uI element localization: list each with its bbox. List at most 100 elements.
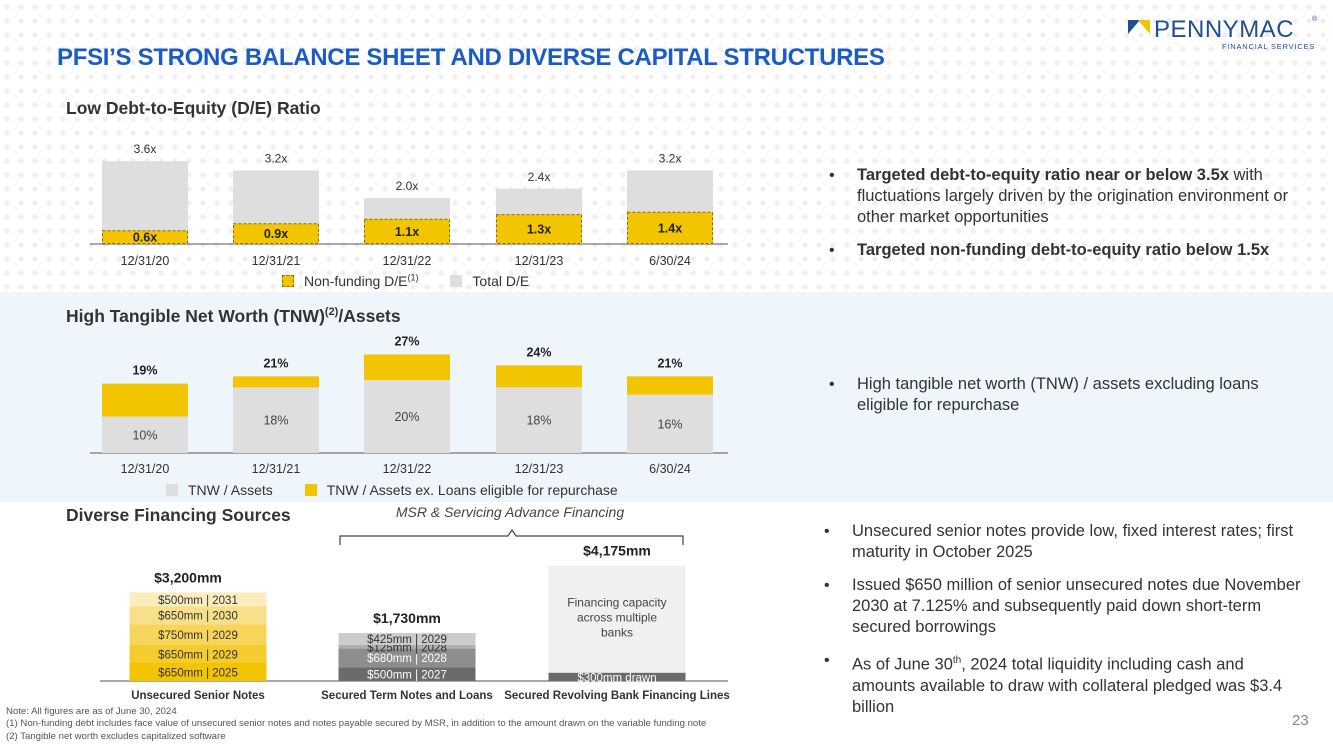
financing-segment	[548, 565, 686, 673]
financing-total-label: $1,730mm	[373, 610, 441, 626]
footnotes: Note: All figures are as of June 30, 202…	[6, 706, 706, 743]
financing-segment	[129, 662, 267, 681]
company-logo: PENNYMAC ® FINANCIAL SERVICES	[1128, 16, 1318, 56]
tnw-category-label: 12/31/20	[121, 462, 170, 476]
tnw-title-tail: /Assets	[338, 306, 401, 326]
legend-label-total: Total D/E	[472, 272, 530, 289]
fin-bullet: As of June 30th, 2024 total liquidity in…	[824, 650, 1304, 718]
legend-label-tnw: TNW / Assets	[188, 482, 273, 498]
financing-segment-label: $500mm | 2031	[158, 595, 238, 607]
total-de-label: 2.4x	[528, 170, 551, 184]
financing-segment	[548, 672, 686, 681]
nonfunding-de-bar	[627, 211, 713, 245]
msr-bracket-label: MSR & Servicing Advance Financing	[395, 504, 625, 520]
de-bullets: Targeted debt-to-equity ratio near or be…	[829, 165, 1329, 273]
nonfunding-de-bar	[233, 223, 319, 245]
legend-swatch-total	[450, 274, 463, 287]
total-de-label: 3.2x	[265, 151, 288, 165]
tnw-title-footnote: (2)	[324, 306, 339, 319]
de-category-label: 12/31/20	[121, 254, 170, 268]
de-ratio-chart: 3.6x 0.6x 12/31/20 3.2x 0.9x 12/31/21 2.0x 1.1x…	[90, 142, 728, 268]
tnw-ex-label: 19%	[132, 364, 157, 378]
financing-segment	[129, 624, 267, 645]
financing-total-label: $4,175mm	[583, 542, 651, 558]
legend-label-tnw-ex: TNW / Assets ex. Loans eligible for repu…	[326, 482, 618, 498]
bullet-emphasis: Targeted debt-to-equity ratio near or be…	[857, 166, 1229, 184]
financing-segment	[129, 644, 267, 663]
page-title: PFSI’S STRONG BALANCE SHEET AND DIVERSE …	[57, 44, 885, 71]
legend-item-total: Total D/E	[450, 273, 529, 289]
tnw-legend: TNW / Assets TNW / Assets ex. Loans elig…	[166, 482, 646, 498]
tnw-bar	[233, 387, 319, 453]
financing-segment-label: $425mm | 2029	[367, 634, 447, 646]
footnote-1: (1) Non-funding debt includes face value…	[6, 718, 707, 730]
logo-subtitle: FINANCIAL SERVICES	[1222, 42, 1316, 51]
total-de-label: 2.0x	[396, 179, 419, 193]
tnw-category-label: 12/31/21	[252, 462, 301, 476]
financing-segment-label: Financing capacity	[567, 595, 666, 609]
financing-segment	[338, 644, 476, 649]
financing-segment	[338, 633, 476, 645]
msr-bracket	[339, 528, 684, 545]
tnw-label: 10%	[132, 428, 157, 442]
nonfunding-de-bar	[496, 214, 582, 245]
tnw-ex-label: 21%	[263, 356, 288, 370]
legend-swatch-tnw-ex	[304, 484, 317, 496]
bullet-superscript: th	[952, 655, 962, 666]
financing-segment	[129, 592, 267, 607]
legend-item-tnw-ex: TNW / Assets ex. Loans eligible for repu…	[304, 482, 618, 498]
fin-bullet: Unsecured senior notes provide low, fixe…	[824, 521, 1304, 563]
legend-item-nonfunding: Non-funding D/E(1)	[282, 272, 419, 289]
de-section-title: Low Debt-to-Equity (D/E) Ratio	[66, 98, 321, 118]
nonfunding-de-label: 1.4x	[658, 221, 682, 235]
tnw-category-label: 12/31/23	[515, 462, 564, 476]
financing-segment	[338, 667, 476, 681]
tnw-assets-chart: 19% 10% 12/31/20 21% 18% 12/31/21 27% 20% 12/31/…	[90, 334, 728, 476]
legend-swatch-nonfunding	[282, 274, 294, 287]
tnw-ex-label: 27%	[394, 334, 419, 348]
tnw-bullets: High tangible net worth (TNW) / assets e…	[829, 374, 1309, 428]
de-category-label: 12/31/22	[383, 254, 432, 268]
financing-total-label: $3,200mm	[154, 569, 222, 585]
legend-label-nonfunding: Non-funding D/E	[304, 272, 408, 289]
de-category-label: 12/31/21	[252, 254, 301, 268]
financing-segment-label: $680mm | 2028	[367, 653, 447, 665]
financing-segment-label: across multiple	[577, 610, 657, 624]
page-number: 23	[1292, 712, 1309, 729]
financing-segment	[338, 648, 476, 668]
tnw-section-title: High Tangible Net Worth (TNW)(2)/Assets	[66, 306, 401, 327]
footnote-note: Note: All figures are as of June 30, 202…	[6, 706, 177, 717]
de-legend: Non-funding D/E(1) Total D/E	[282, 272, 557, 289]
legend-footnote-1: (1)	[407, 272, 419, 282]
nonfunding-de-label: 1.3x	[527, 223, 551, 237]
financing-segment-label: $500mm | 2027	[367, 670, 447, 682]
tnw-ex-label: 24%	[526, 345, 551, 359]
financing-segment-label: $650mm | 2025	[158, 667, 238, 679]
nonfunding-de-bar	[364, 218, 450, 244]
financing-category-label: Secured Term Notes and Loans	[321, 690, 493, 702]
tnw-label: 18%	[526, 414, 551, 428]
pennymac-logo-icon	[1128, 20, 1150, 34]
nonfunding-de-label: 1.1x	[395, 225, 419, 239]
fin-section-title: Diverse Financing Sources	[66, 505, 291, 525]
legend-item-tnw: TNW / Assets	[166, 482, 273, 498]
logo-wordmark: PENNYMAC	[1154, 16, 1295, 43]
footnote-2: (2) Tangible net worth excludes capitali…	[6, 730, 226, 742]
nonfunding-de-label: 0.6x	[133, 231, 157, 245]
tnw-label: 20%	[394, 410, 419, 424]
financing-segment-label: $750mm | 2029	[158, 630, 238, 642]
de-bullet: Targeted non-funding debt-to-equity rati…	[829, 240, 1329, 261]
de-category-label: 6/30/24	[649, 254, 691, 268]
bullet-emphasis: Targeted non-funding debt-to-equity rati…	[857, 241, 1270, 259]
tnw-bar	[496, 387, 582, 453]
fin-bullets: Unsecured senior notes provide low, fixe…	[824, 521, 1304, 730]
financing-segment-label: $650mm | 2030	[158, 611, 238, 623]
financing-sources-chart: $650mm | 2025 $650mm | 2029 $750mm | 2029 $…	[100, 528, 730, 702]
total-de-label: 3.6x	[134, 142, 157, 156]
financing-segment	[129, 606, 267, 625]
logo-registered-mark: ®	[1312, 16, 1318, 23]
tnw-category-label: 12/31/22	[383, 462, 432, 476]
tnw-bar	[102, 416, 188, 453]
tnw-bar	[364, 380, 450, 453]
tnw-label: 16%	[657, 417, 682, 431]
